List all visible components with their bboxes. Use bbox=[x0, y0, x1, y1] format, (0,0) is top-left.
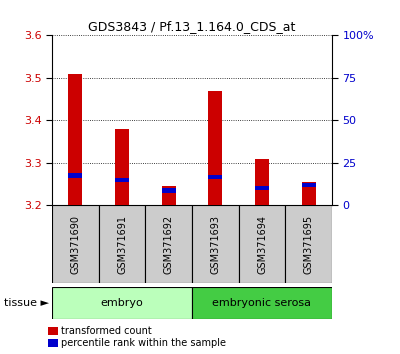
Text: percentile rank within the sample: percentile rank within the sample bbox=[61, 338, 226, 348]
FancyBboxPatch shape bbox=[99, 205, 145, 283]
Bar bbox=[162, 186, 176, 205]
Bar bbox=[302, 182, 316, 205]
Bar bbox=[115, 178, 129, 182]
FancyBboxPatch shape bbox=[239, 205, 285, 283]
Bar bbox=[208, 175, 222, 179]
Bar bbox=[68, 173, 82, 178]
FancyBboxPatch shape bbox=[192, 205, 239, 283]
Text: tissue ►: tissue ► bbox=[4, 298, 49, 308]
FancyBboxPatch shape bbox=[145, 205, 192, 283]
Bar bbox=[162, 188, 176, 193]
Bar bbox=[115, 129, 129, 205]
FancyBboxPatch shape bbox=[192, 287, 332, 319]
Bar bbox=[208, 91, 222, 205]
Text: GSM371694: GSM371694 bbox=[257, 215, 267, 274]
FancyBboxPatch shape bbox=[285, 205, 332, 283]
Text: embryo: embryo bbox=[101, 298, 143, 308]
Text: transformed count: transformed count bbox=[61, 326, 152, 336]
Text: GSM371693: GSM371693 bbox=[210, 215, 220, 274]
Bar bbox=[255, 159, 269, 205]
Text: GSM371692: GSM371692 bbox=[164, 215, 174, 274]
Bar bbox=[255, 186, 269, 190]
Text: GSM371695: GSM371695 bbox=[304, 215, 314, 274]
FancyBboxPatch shape bbox=[52, 287, 192, 319]
Text: GSM371690: GSM371690 bbox=[70, 215, 80, 274]
Text: GSM371691: GSM371691 bbox=[117, 215, 127, 274]
Text: embryonic serosa: embryonic serosa bbox=[212, 298, 312, 308]
Bar bbox=[302, 183, 316, 187]
FancyBboxPatch shape bbox=[52, 205, 99, 283]
Title: GDS3843 / Pf.13_1.164.0_CDS_at: GDS3843 / Pf.13_1.164.0_CDS_at bbox=[88, 20, 296, 33]
Bar bbox=[68, 74, 82, 205]
